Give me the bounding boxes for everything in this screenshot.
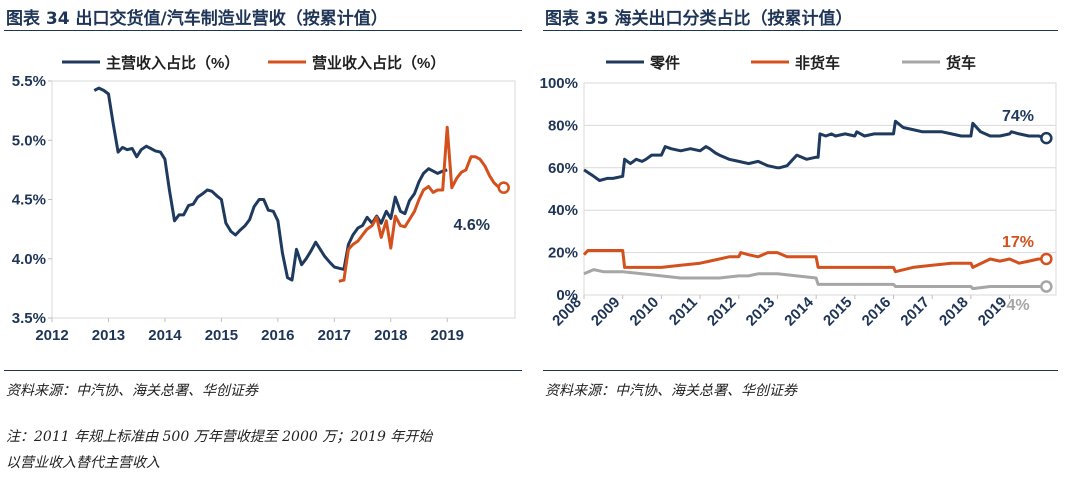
series-line-1 — [583, 119, 1047, 182]
y-tick-label: 100% — [540, 75, 578, 92]
plot-frame — [51, 80, 516, 319]
series-end-marker-2 — [1040, 252, 1053, 266]
right-figure-title: 图表 35 海关出口分类占比（按累计值） — [545, 9, 853, 29]
series-end-marker-2 — [497, 181, 510, 194]
y-tick-label: 80% — [548, 117, 578, 134]
legend-label-3: 货车 — [946, 54, 976, 72]
series-line-3 — [583, 268, 1047, 291]
y-tick-label: 60% — [548, 160, 578, 177]
series-line-2 — [582, 249, 1047, 274]
x-tick-label: 2016 — [261, 327, 294, 344]
x-tick-label: 2013 — [743, 294, 779, 330]
x-tick-label: 2014 — [148, 327, 182, 344]
legend-label-1: 主营收入占比（%） — [106, 54, 239, 72]
series-end-marker-1 — [1040, 131, 1053, 145]
x-tick-label: 2017 — [318, 327, 351, 344]
plot-frame — [583, 82, 1057, 296]
x-tick-label: 2016 — [859, 294, 895, 330]
x-tick-label: 2008 — [549, 294, 585, 330]
x-tick-label: 2018 — [936, 294, 972, 330]
y-tick-label: 0% — [556, 287, 578, 304]
series-line-1 — [93, 86, 448, 282]
x-tick-label: 2012 — [35, 327, 68, 344]
right-end-value-label-1: 74% — [1002, 108, 1034, 125]
right-source: 资料来源：中汽协、海关总署、华创证券 — [545, 383, 797, 399]
legend-label-2: 非货车 — [795, 54, 840, 72]
y-tick-label: 4.5% — [12, 192, 46, 209]
y-tick-label: 40% — [548, 202, 578, 219]
right-chart: 0%20%40%60%80%100%2008 2009 2010 2011 2012 20… — [540, 54, 1057, 330]
left-note-line2: 以营业收入替代主营收入 — [6, 455, 160, 471]
left-chart: 3.5% 4.0% 4.5% 5.0% 5.5% 2012 2013 2014 2015 2016… — [12, 54, 516, 344]
left-title-rule — [4, 30, 522, 31]
y-tick-label: 5.5% — [12, 73, 46, 90]
y-tick-label: 4.0% — [12, 251, 46, 268]
x-tick-label: 2015 — [820, 294, 856, 330]
series-end-marker-3 — [1040, 280, 1053, 293]
right-end-value-label-2: 17% — [1002, 234, 1034, 251]
x-tick-label: 2018 — [374, 327, 407, 344]
y-tick-label: 3.5% — [12, 310, 46, 327]
x-tick-label: 2017 — [897, 294, 933, 330]
left-note: 注：2011 年规上标准由 500 万年营收提至 2000 万；2019 年开始… — [6, 424, 432, 476]
x-tick-label: 2013 — [92, 327, 125, 344]
x-tick-label: 2012 — [704, 294, 740, 330]
left-bottom-rule — [4, 370, 522, 371]
right-end-value-label-3: 4% — [1006, 297, 1029, 314]
x-tick-label: 2015 — [205, 327, 238, 344]
left-end-value-label: 4.6% — [454, 217, 490, 234]
legend-label-2: 营业收入占比（%） — [312, 54, 445, 72]
x-tick-label: 2019 — [975, 294, 1011, 330]
right-bottom-rule — [543, 370, 1058, 371]
x-tick-label: 2010 — [627, 294, 663, 330]
legend-label-1: 零件 — [649, 54, 680, 72]
left-note-line1: 注：2011 年规上标准由 500 万年营收提至 2000 万；2019 年开始 — [6, 429, 433, 445]
x-tick-label: 2014 — [781, 293, 817, 329]
y-tick-label: 20% — [548, 245, 578, 262]
left-figure-title: 图表 34 出口交货值/汽车制造业营收（按累计值） — [6, 9, 388, 29]
right-title-rule — [543, 30, 1058, 31]
y-tick-label: 5.0% — [12, 132, 46, 149]
series-line-2 — [338, 125, 504, 283]
x-tick-label: 2009 — [588, 294, 624, 330]
left-source: 资料来源：中汽协、海关总署、华创证券 — [6, 383, 258, 399]
x-tick-label: 2011 — [666, 294, 701, 329]
x-tick-label: 2019 — [431, 327, 464, 344]
